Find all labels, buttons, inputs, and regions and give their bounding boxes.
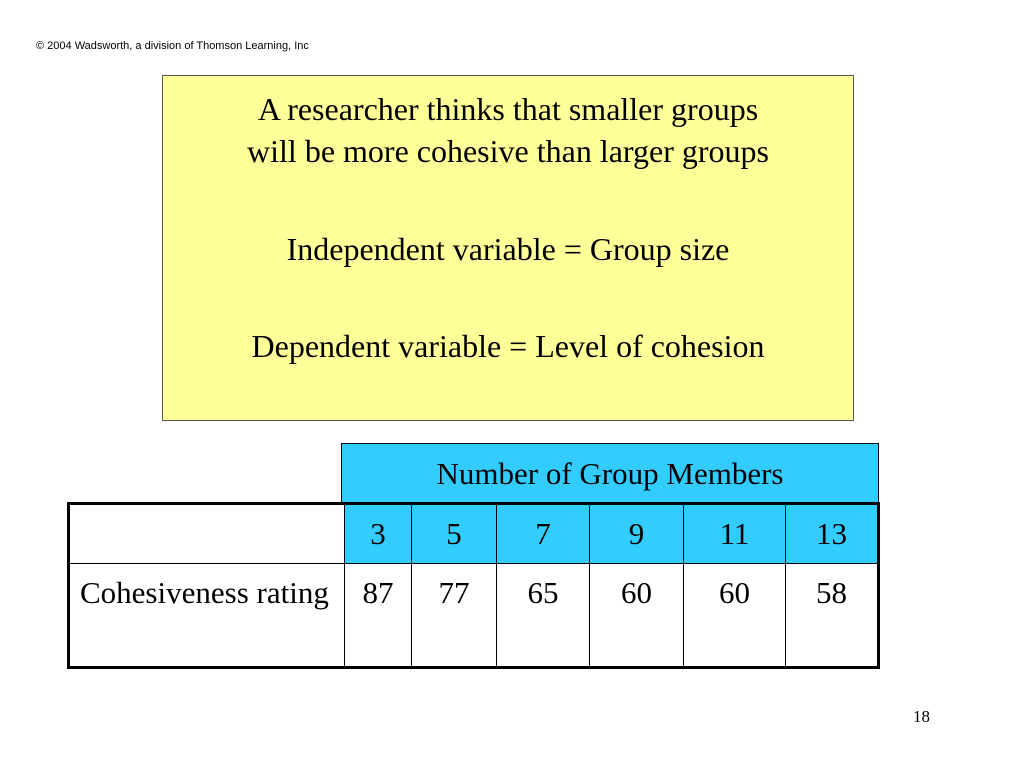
column-header-cell: 7 <box>496 503 590 564</box>
table-row-cohesiveness: Cohesiveness rating 87 77 65 60 60 58 <box>68 563 879 668</box>
table-corner-cell <box>68 503 345 564</box>
column-header-cell: 9 <box>589 503 684 564</box>
value-cell: 60 <box>589 563 684 668</box>
slide-number: 18 <box>913 707 930 726</box>
column-header-cell: 5 <box>411 503 497 564</box>
column-header-cell: 13 <box>785 503 879 564</box>
dependent-variable: Dependent variable = Level of cohesion <box>251 328 765 364</box>
hypothesis-box: A researcher thinks that smaller groups … <box>162 75 854 421</box>
column-header-cell: 3 <box>344 503 412 564</box>
independent-variable: Independent variable = Group size <box>286 231 730 267</box>
value-cell: 60 <box>683 563 786 668</box>
hypothesis-line-1: A researcher thinks that smaller groups <box>257 91 759 127</box>
value-cell: 65 <box>496 563 590 668</box>
hypothesis-line-2: will be more cohesive than larger groups <box>247 133 769 169</box>
value-cell: 58 <box>785 563 879 668</box>
copyright-notice: © 2004 Wadsworth, a division of Thomson … <box>36 40 309 52</box>
cohesion-table: 3 5 7 9 11 13 Cohesiveness rating 87 77 … <box>67 502 880 669</box>
column-header-cell: 11 <box>683 503 786 564</box>
table-row-group-sizes: 3 5 7 9 11 13 <box>68 503 879 564</box>
value-cell: 87 <box>344 563 412 668</box>
table-header-group-members: Number of Group Members <box>341 443 879 503</box>
row-label-cohesiveness: Cohesiveness rating <box>68 563 345 668</box>
value-cell: 77 <box>411 563 497 668</box>
